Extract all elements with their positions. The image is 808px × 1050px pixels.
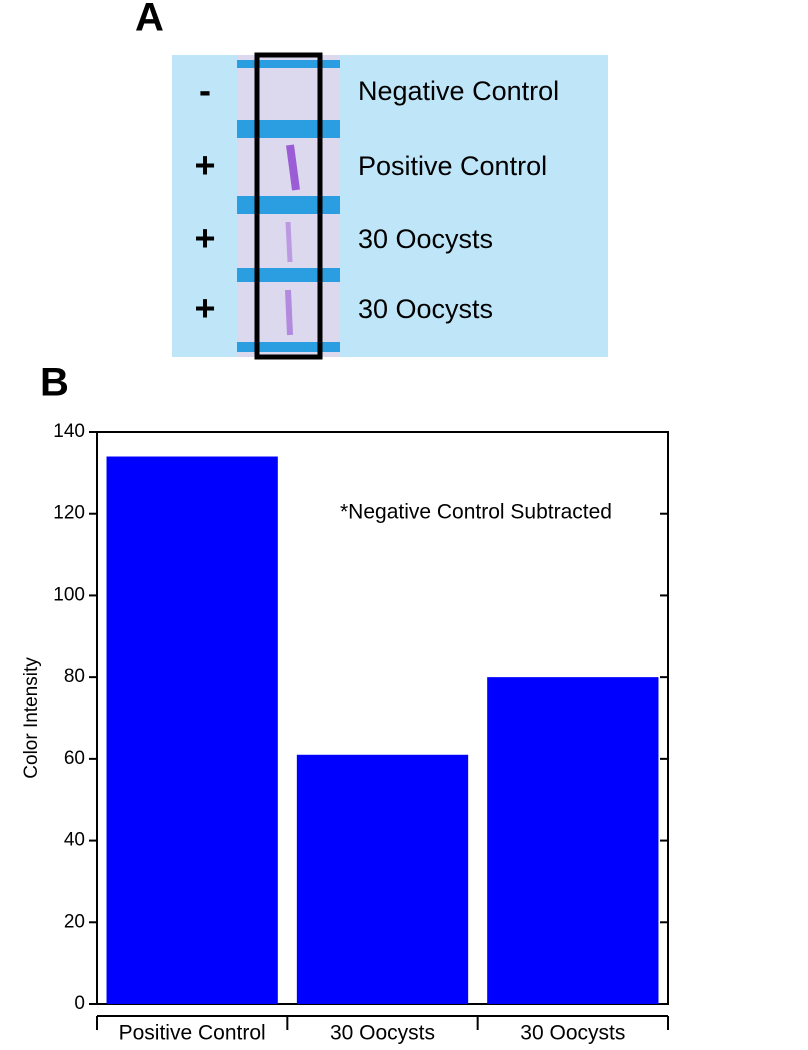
y-tick-label: 80 <box>64 666 85 687</box>
row-sign: - <box>199 70 211 111</box>
x-tick-label: 30 Oocysts <box>330 1022 435 1045</box>
x-tick-label: 30 Oocysts <box>520 1022 625 1045</box>
row-label: Negative Control <box>358 76 559 106</box>
y-tick-label: 20 <box>64 911 85 932</box>
y-axis-label: Color Intensity <box>21 657 42 779</box>
row-label: 30 Oocysts <box>358 294 493 324</box>
row-label: 30 Oocysts <box>358 224 493 254</box>
x-tick-label: Positive Control <box>119 1022 266 1045</box>
y-tick-label: 0 <box>74 993 85 1014</box>
y-tick-label: 140 <box>53 421 85 442</box>
panel-label: B <box>40 361 69 405</box>
annotation: *Negative Control Subtracted <box>340 501 612 524</box>
bar <box>296 754 469 1004</box>
row-sign: + <box>194 218 215 259</box>
row-sign: + <box>194 145 215 186</box>
row-sign: + <box>194 288 215 329</box>
detection-frame <box>254 52 323 360</box>
panel-label: A <box>135 0 164 40</box>
y-tick-label: 120 <box>53 503 85 524</box>
y-tick-label: 100 <box>53 584 85 605</box>
bar <box>106 456 278 1004</box>
y-tick-label: 60 <box>64 748 85 769</box>
test-lines <box>285 144 300 336</box>
bar <box>487 677 659 1004</box>
y-tick-label: 40 <box>64 830 85 851</box>
strip-bands <box>237 60 340 352</box>
row-label: Positive Control <box>358 151 547 181</box>
